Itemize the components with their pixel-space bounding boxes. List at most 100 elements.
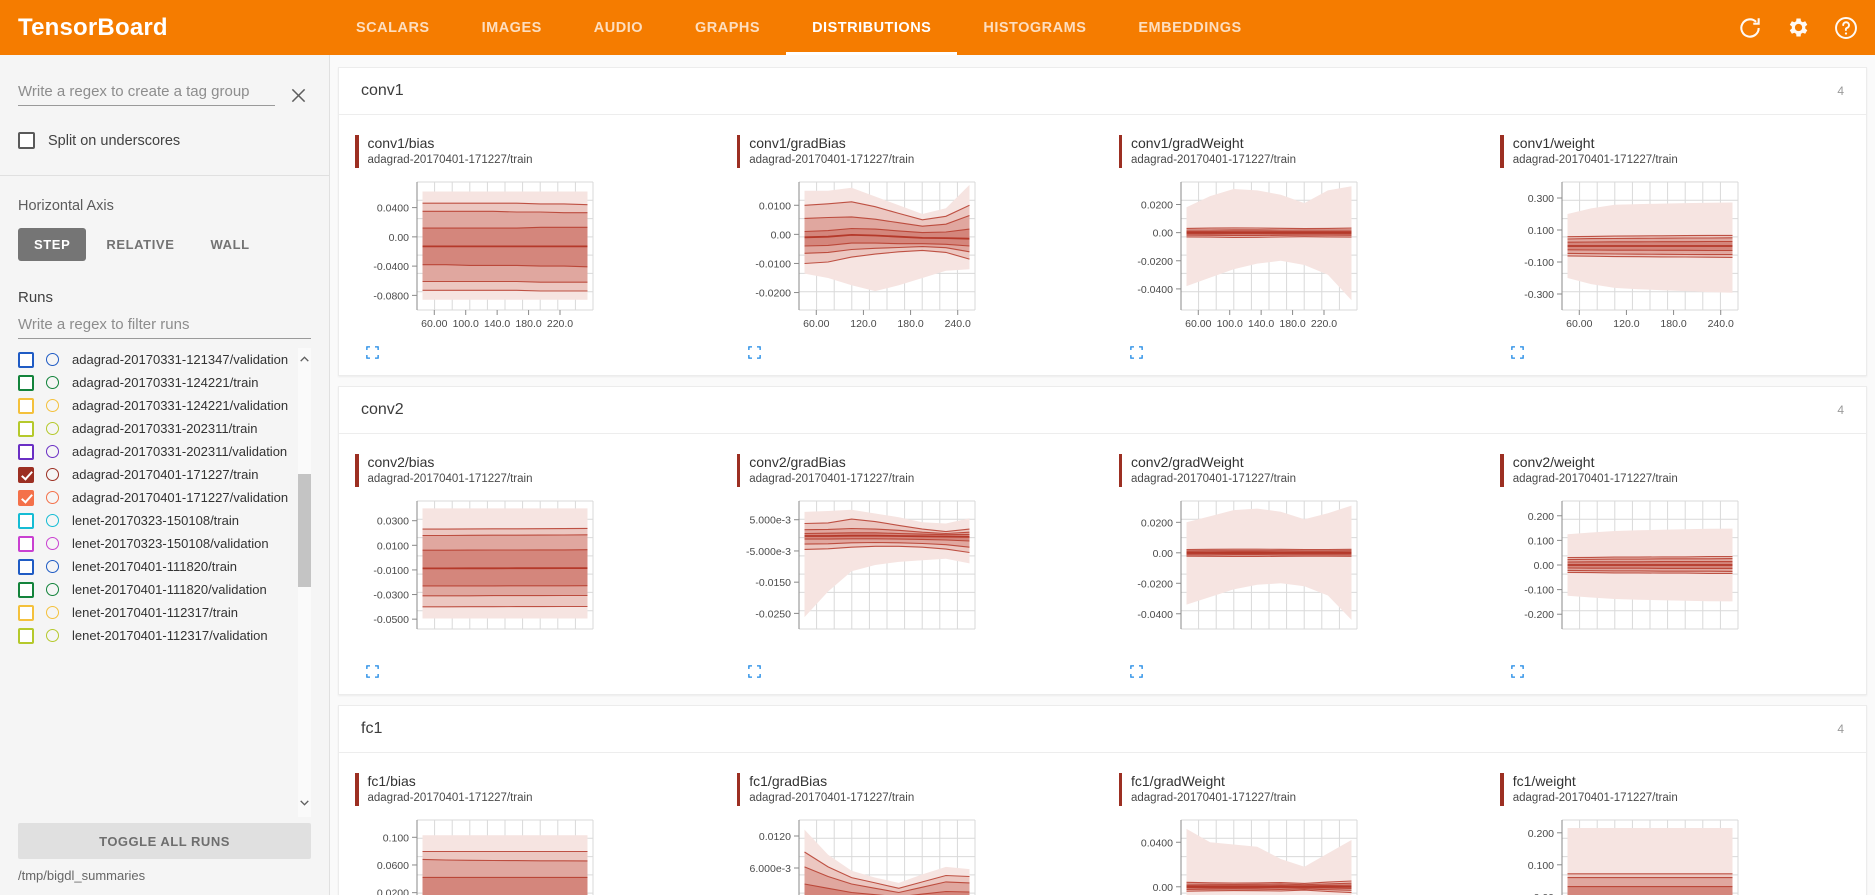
run-item[interactable]: lenet-20170323-150108/validation [18, 532, 297, 555]
runs-list[interactable]: adagrad-20170331-121347/validation adagra… [18, 348, 311, 817]
fullscreen-icon[interactable] [365, 664, 380, 684]
refresh-icon[interactable] [1737, 15, 1763, 41]
run-item[interactable]: adagrad-20170331-124221/validation [18, 394, 297, 417]
help-icon[interactable] [1833, 15, 1859, 41]
fullscreen-icon[interactable] [747, 664, 762, 684]
run-color-circle[interactable] [46, 353, 59, 366]
close-icon[interactable] [285, 82, 311, 108]
nav-tab-distributions[interactable]: DISTRIBUTIONS [786, 0, 958, 55]
axis-option-relative[interactable]: RELATIVE [106, 237, 175, 252]
nav-tab-scalars[interactable]: SCALARS [356, 19, 430, 36]
run-color-circle[interactable] [46, 468, 59, 481]
run-checkbox[interactable] [18, 420, 34, 437]
distribution-plot[interactable]: 0.0400 0.00 -0.0400 -0.0800 60.00 100.0 140.0 1… [355, 176, 705, 341]
scrollbar-track[interactable] [298, 374, 311, 791]
chart-card[interactable]: conv1/gradBias adagrad-20170401-171227/tr… [721, 123, 1103, 375]
run-checkbox[interactable] [18, 489, 34, 506]
group-header-fc1[interactable]: fc1 4 [339, 706, 1866, 753]
fullscreen-icon[interactable] [1510, 664, 1525, 684]
run-item[interactable]: lenet-20170401-111820/train [18, 555, 297, 578]
run-color-circle[interactable] [46, 491, 59, 504]
run-color-circle[interactable] [46, 422, 59, 435]
run-checkbox[interactable] [18, 535, 34, 552]
run-item[interactable]: lenet-20170323-150108/train [18, 509, 297, 532]
gear-icon[interactable] [1785, 15, 1811, 41]
run-item[interactable]: adagrad-20170331-121347/validation [18, 348, 297, 371]
distribution-plot[interactable]: 0.200 0.100 0.00 -0.100 -0.200 [1500, 495, 1850, 660]
run-color-circle[interactable] [46, 514, 59, 527]
split-on-underscores-checkbox[interactable] [18, 132, 35, 149]
nav-tab-graphs[interactable]: GRAPHS [695, 19, 761, 36]
run-checkbox[interactable] [18, 512, 34, 529]
distribution-plot[interactable]: 5.000e-3 -5.000e-3 -0.0150 -0.0250 [737, 495, 1087, 660]
run-checkbox[interactable] [18, 351, 34, 368]
run-color-circle[interactable] [46, 583, 59, 596]
axis-option-wall[interactable]: WALL [210, 237, 250, 252]
nav-tab-audio[interactable]: AUDIO [593, 19, 644, 36]
chart-card[interactable]: conv2/gradWeight adagrad-20170401-171227/… [1103, 442, 1485, 694]
run-color-circle[interactable] [46, 376, 59, 389]
scroll-up-icon[interactable] [298, 348, 311, 374]
chart-card[interactable]: conv1/weight adagrad-20170401-171227/trai… [1484, 123, 1866, 375]
runs-filter-input[interactable] [18, 314, 311, 339]
chart-card[interactable]: conv1/bias adagrad-20170401-171227/train 0… [339, 123, 721, 375]
distribution-plot[interactable]: 0.0300 0.0100 -0.0100 -0.0300 -0.0500 [355, 495, 705, 660]
fullscreen-icon[interactable] [1129, 345, 1144, 365]
run-item[interactable]: adagrad-20170331-124221/train [18, 371, 297, 394]
fullscreen-icon[interactable] [1510, 345, 1525, 365]
chart-card[interactable]: conv2/bias adagrad-20170401-171227/train 0… [339, 442, 721, 694]
run-checkbox[interactable] [18, 374, 34, 391]
run-item[interactable]: adagrad-20170401-171227/train [18, 463, 297, 486]
toggle-all-runs-button[interactable]: TOGGLE ALL RUNS [18, 823, 311, 859]
run-checkbox[interactable] [18, 466, 34, 483]
group-header-conv1[interactable]: conv1 4 [339, 68, 1866, 115]
fullscreen-icon[interactable] [365, 345, 380, 365]
chart-card[interactable]: fc1/gradWeight adagrad-20170401-171227/tr… [1103, 761, 1485, 895]
split-on-underscores-row[interactable]: Split on underscores [18, 132, 311, 149]
nav-tab-images[interactable]: IMAGES [481, 19, 542, 36]
run-checkbox[interactable] [18, 581, 34, 598]
run-color-circle[interactable] [46, 629, 59, 642]
run-item[interactable]: adagrad-20170401-171227/validation [18, 486, 297, 509]
run-checkbox[interactable] [18, 558, 34, 575]
chart-card[interactable]: conv2/weight adagrad-20170401-171227/trai… [1484, 442, 1866, 694]
chart-card[interactable]: fc1/bias adagrad-20170401-171227/train 0.1… [339, 761, 721, 895]
run-color-circle[interactable] [46, 537, 59, 550]
run-checkbox[interactable] [18, 443, 34, 460]
nav-tab-histograms[interactable]: HISTOGRAMS [983, 19, 1087, 36]
run-checkbox[interactable] [18, 627, 34, 644]
run-item[interactable]: lenet-20170401-112317/validation [18, 624, 297, 647]
run-color-circle[interactable] [46, 445, 59, 458]
run-item[interactable]: adagrad-20170331-202311/validation [18, 440, 297, 463]
run-checkbox[interactable] [18, 397, 34, 414]
fullscreen-icon[interactable] [747, 345, 762, 365]
distribution-plot[interactable]: 0.0100 0.00 -0.0100 -0.0200 60.00 120.0 180.0 2… [737, 176, 1087, 341]
distribution-plot[interactable]: 0.300 0.100 -0.100 -0.300 60.00 120.0 180.0 240… [1500, 176, 1850, 341]
scroll-down-icon[interactable] [298, 791, 311, 817]
chart-card[interactable]: fc1/weight adagrad-20170401-171227/train 0… [1484, 761, 1866, 895]
runs-scrollbar[interactable] [298, 348, 311, 817]
chart-card[interactable]: fc1/gradBias adagrad-20170401-171227/trai… [721, 761, 1103, 895]
nav-tab-embeddings[interactable]: EMBEDDINGS [1138, 19, 1242, 36]
run-item[interactable]: adagrad-20170331-202311/train [18, 417, 297, 440]
run-checkbox[interactable] [18, 604, 34, 621]
chart-card[interactable]: conv2/gradBias adagrad-20170401-171227/tr… [721, 442, 1103, 694]
run-color-circle[interactable] [46, 560, 59, 573]
scrollbar-thumb[interactable] [298, 474, 311, 587]
distributions-dashboard[interactable]: conv1 4 conv1/bias adagrad-20170401-171227/… [330, 55, 1875, 895]
run-item[interactable]: lenet-20170401-111820/validation [18, 578, 297, 601]
axis-option-step[interactable]: STEP [18, 228, 87, 261]
distribution-plot[interactable]: 0.0200 0.00 -0.0200 -0.0400 60.00 100.0 140.0 1… [1119, 176, 1469, 341]
tag-regex-input[interactable] [18, 81, 275, 106]
group-header-conv2[interactable]: conv2 4 [339, 387, 1866, 434]
fullscreen-icon[interactable] [1129, 664, 1144, 684]
run-color-circle[interactable] [46, 399, 59, 412]
distribution-plot[interactable]: 0.0200 0.00 -0.0200 -0.0400 [1119, 495, 1469, 660]
chart-card[interactable]: conv1/gradWeight adagrad-20170401-171227/… [1103, 123, 1485, 375]
run-item[interactable]: lenet-20170401-112317/train [18, 601, 297, 624]
run-color-circle[interactable] [46, 606, 59, 619]
